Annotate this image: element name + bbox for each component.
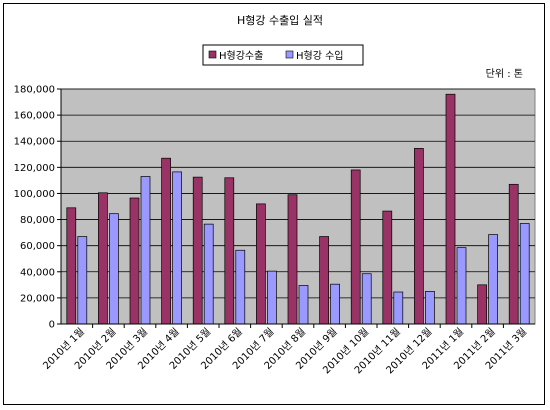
y-tick-label: 180,000 (14, 85, 55, 96)
legend-swatch-export (208, 50, 217, 59)
y-tick-label: 20,000 (20, 293, 55, 304)
legend-label-import: H형강 수입 (296, 49, 344, 62)
bar-import (109, 213, 119, 325)
legend-frame (202, 44, 364, 66)
bar-chart: H형강 수출입 실적 H형강수출 H형강 수입 단위 : 톤 0 20,000 40… (14, 14, 536, 377)
y-tick-label: 40,000 (20, 267, 55, 278)
y-tick-label: 120,000 (14, 163, 55, 174)
bar-import (361, 273, 372, 325)
bar-export (161, 157, 171, 325)
bar-import (235, 249, 246, 325)
gridlines (61, 88, 535, 299)
bar-export (192, 176, 203, 325)
bar-import (425, 291, 435, 325)
y-tick-label: 80,000 (20, 215, 55, 226)
bar-export (350, 169, 361, 325)
y-tick-label: 60,000 (20, 241, 55, 252)
bar-import (172, 171, 182, 325)
bar-export (129, 197, 140, 325)
bar-export (256, 203, 266, 325)
y-tick-label: 0 (49, 320, 55, 331)
legend: H형강수출 H형강 수입 (202, 44, 364, 66)
bar-import (456, 247, 467, 325)
bar-import (488, 234, 498, 325)
y-tick-label: 100,000 (14, 189, 55, 200)
bar-export (319, 236, 329, 325)
bar-export (287, 194, 298, 325)
legend-swatch-import (285, 50, 294, 59)
bar-import (298, 285, 309, 325)
axes (57, 88, 535, 328)
bar-import (519, 223, 530, 325)
y-tick-label: 160,000 (14, 111, 55, 122)
bar-import (330, 283, 340, 325)
bar-export (98, 192, 108, 325)
legend-label-export: H형강수출 (219, 50, 263, 62)
plot-area (60, 88, 536, 325)
bar-export (224, 177, 235, 325)
bar-import (203, 223, 214, 325)
y-tick-labels: 0 20,000 40,000 60,000 80,000 100,000 120,000 1… (14, 85, 55, 331)
y-tick-label: 140,000 (14, 137, 55, 148)
bar-export (445, 93, 456, 325)
bar-import (140, 176, 151, 325)
bar-import (393, 291, 404, 325)
bar-export (477, 284, 487, 325)
bar-export (414, 148, 424, 325)
unit-label: 단위 : 톤 (486, 67, 523, 80)
chart-title: H형강 수출입 실적 (237, 14, 323, 27)
bar-import (77, 236, 88, 325)
bar-export (382, 210, 393, 325)
bar-export (508, 183, 519, 325)
chart-frame: H형강 수출입 실적 H형강수출 H형강 수입 단위 : 톤 0 20,000 40… (3, 3, 545, 405)
bar-import (267, 270, 277, 325)
bar-export (66, 207, 77, 325)
